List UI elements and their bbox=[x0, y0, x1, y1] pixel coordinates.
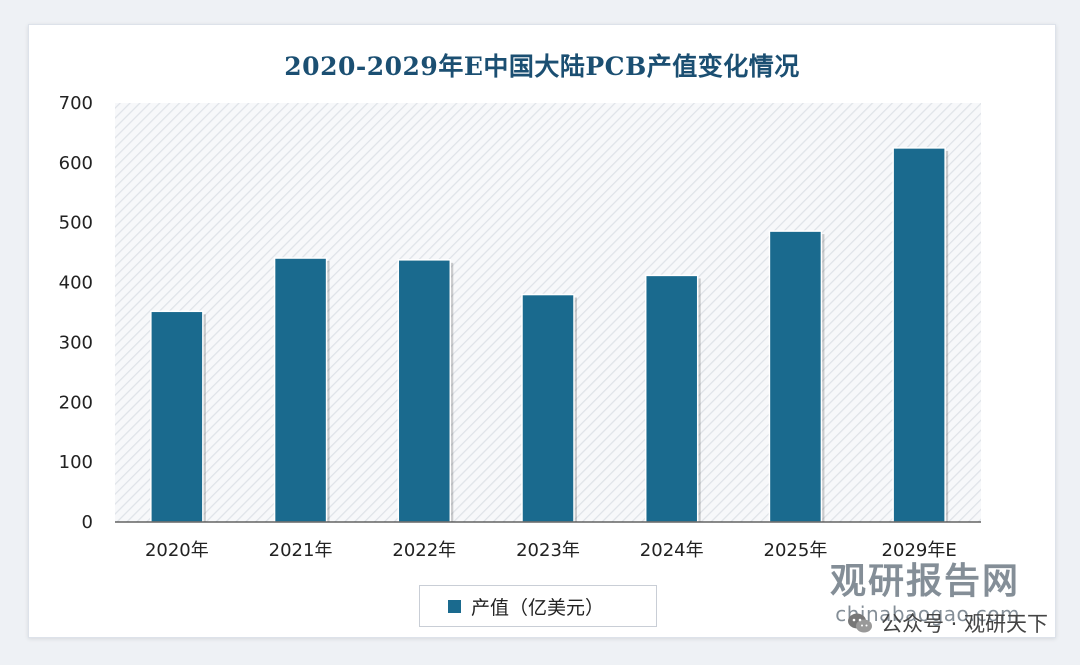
x-tick-label: 2021年 bbox=[269, 540, 333, 561]
x-tick-label: 2020年 bbox=[145, 540, 209, 561]
x-axis: 2020年 2021年 2022年 2023年 2024年 2025年 2029年E bbox=[145, 540, 957, 561]
y-axis: 0 100 200 300 400 500 600 700 bbox=[59, 93, 93, 533]
y-tick-label: 100 bbox=[59, 452, 93, 473]
x-tick-label: 2029年E bbox=[882, 540, 957, 561]
bar bbox=[644, 274, 699, 523]
y-tick-label: 500 bbox=[59, 213, 93, 234]
x-tick-label: 2022年 bbox=[392, 540, 456, 561]
bar bbox=[150, 310, 204, 523]
y-tick-label: 300 bbox=[59, 332, 93, 353]
wechat-account-label: 公众号 · 观研天下 bbox=[880, 612, 1048, 636]
bar bbox=[521, 293, 575, 523]
bar bbox=[892, 147, 946, 523]
wechat-icon bbox=[847, 613, 872, 633]
legend-swatch bbox=[448, 599, 461, 613]
bars bbox=[150, 147, 949, 523]
wechat-account: 公众号 · 观研天下 bbox=[847, 608, 1048, 638]
y-tick-label: 0 bbox=[82, 512, 93, 533]
legend-label: 产值（亿美元） bbox=[471, 596, 605, 619]
y-tick-label: 600 bbox=[59, 153, 93, 174]
x-tick-label: 2023年 bbox=[516, 540, 580, 561]
x-tick-label: 2024年 bbox=[640, 540, 704, 561]
y-tick-label: 400 bbox=[59, 273, 93, 294]
legend: 产值（亿美元） bbox=[419, 585, 657, 627]
bar bbox=[768, 230, 823, 523]
bar bbox=[397, 259, 452, 523]
x-tick-label: 2025年 bbox=[764, 540, 828, 561]
chart-title: 2020-2029年E中国大陆PCB产值变化情况 bbox=[284, 52, 800, 81]
chart-card: 2020-2029年E中国大陆PCB产值变化情况 观研报告网 chinabaog… bbox=[28, 24, 1056, 638]
y-tick-label: 700 bbox=[59, 93, 93, 114]
y-tick-label: 200 bbox=[59, 392, 93, 413]
bar bbox=[273, 257, 328, 523]
